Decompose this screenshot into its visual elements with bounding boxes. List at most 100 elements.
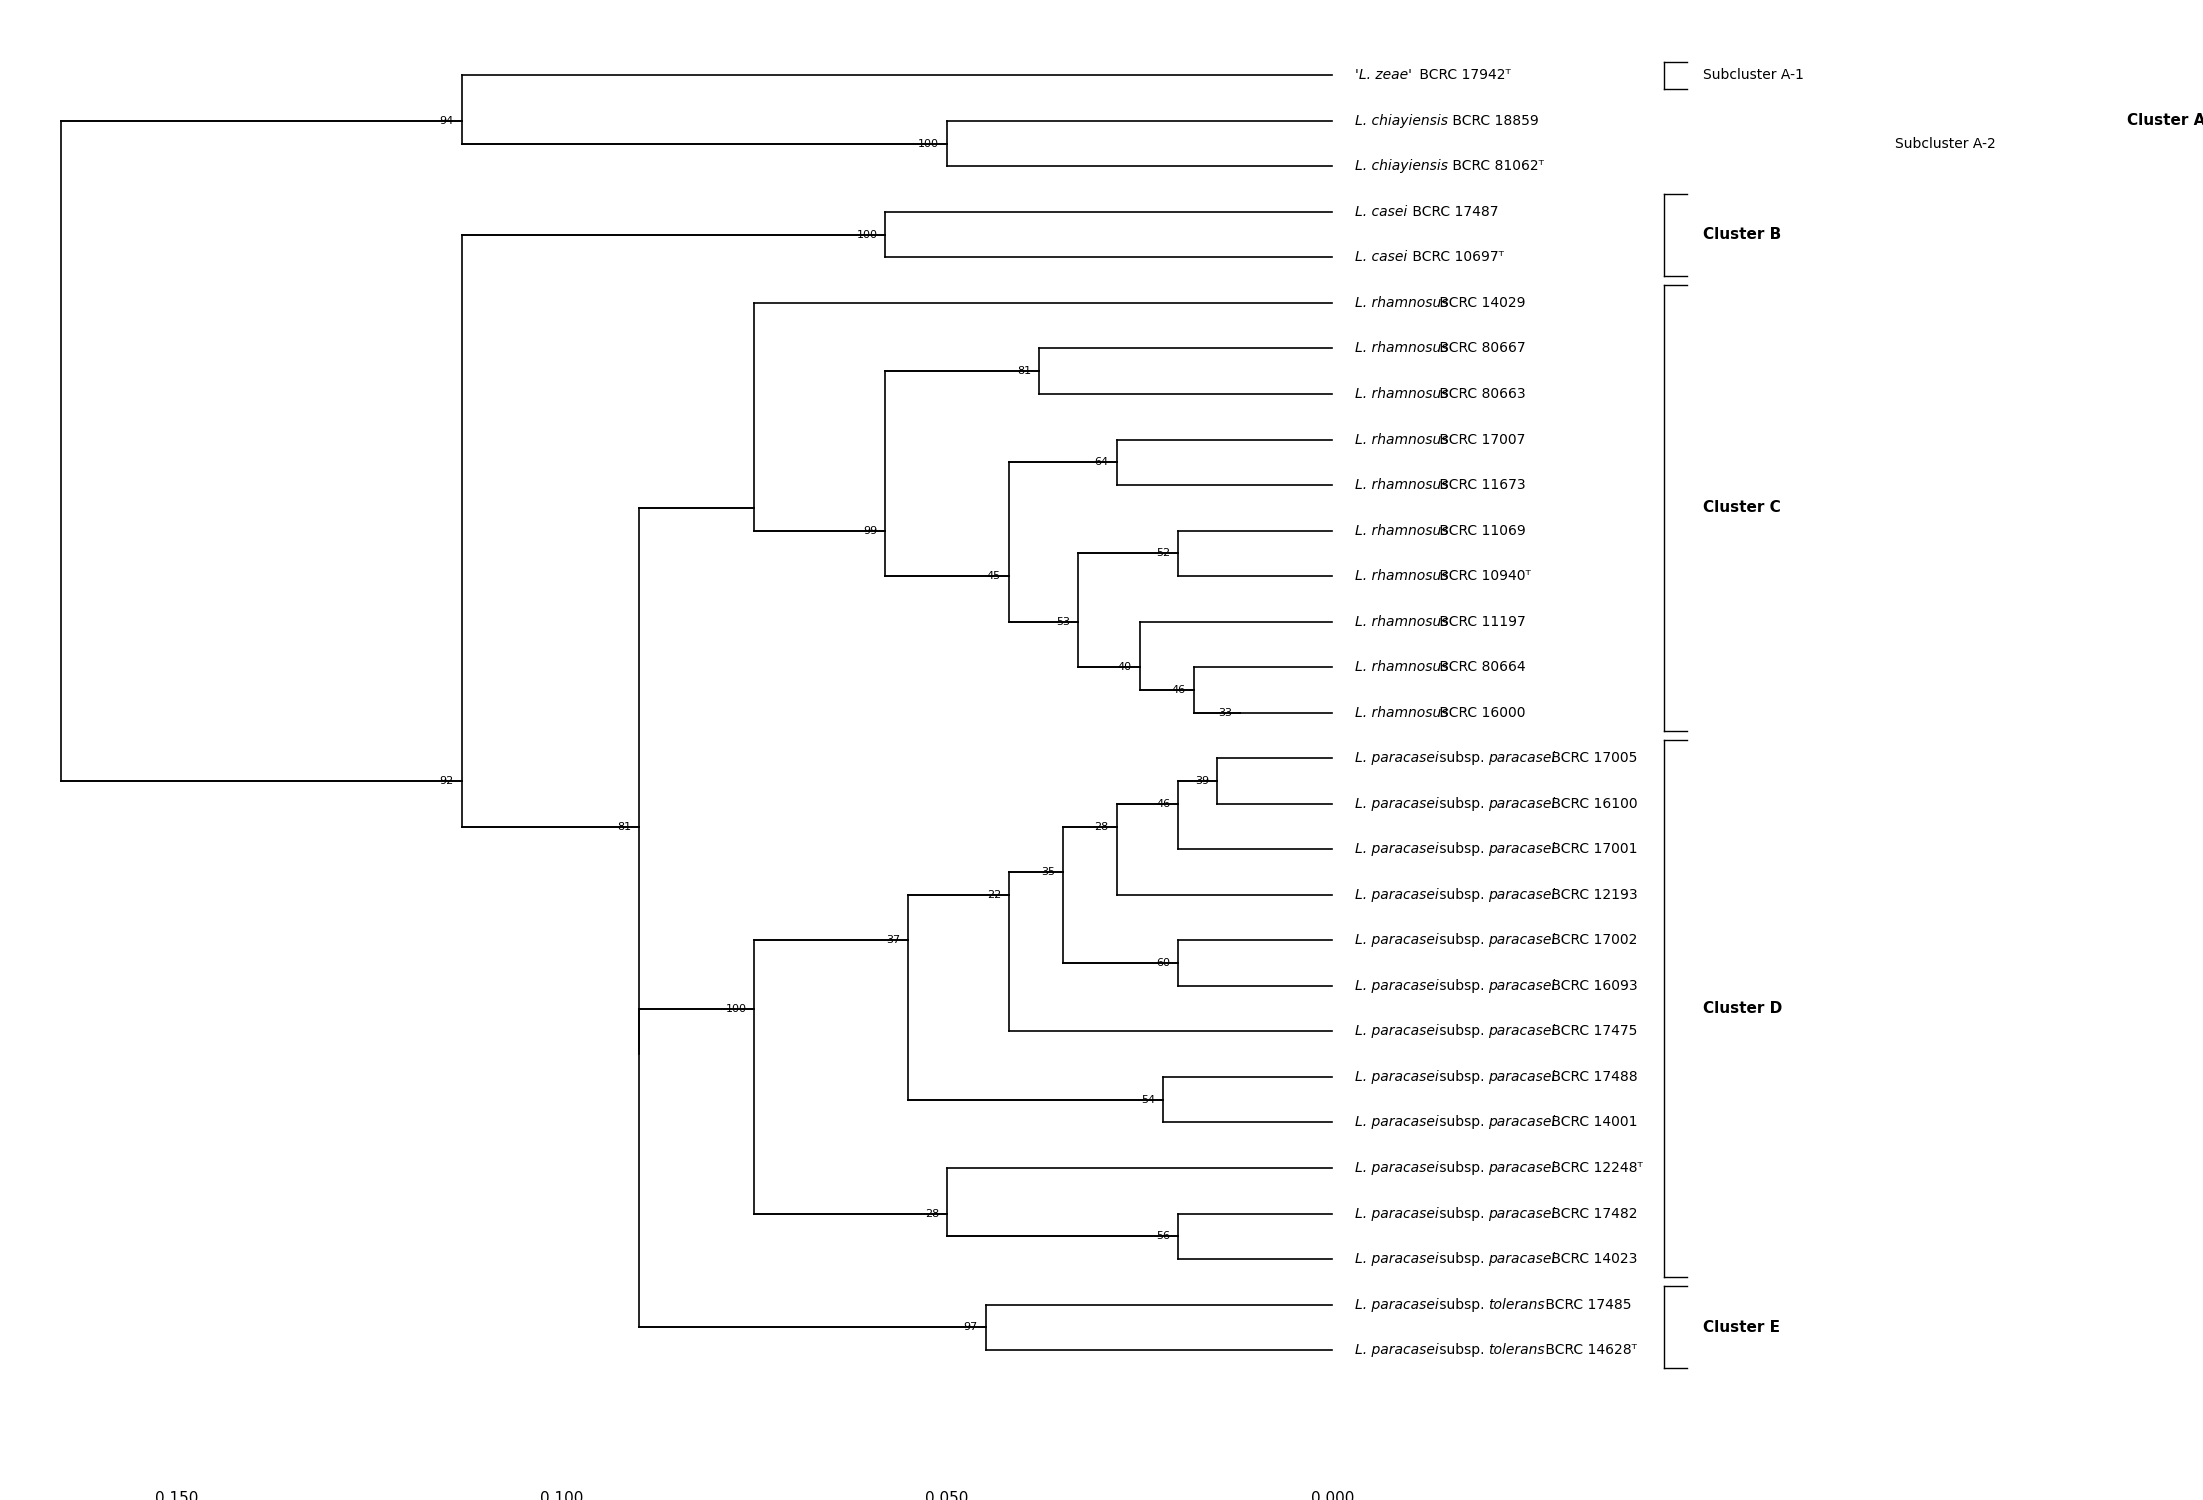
Text: 'L. zeae': 'L. zeae' xyxy=(1355,68,1412,82)
Text: 0.000: 0.000 xyxy=(1311,1491,1355,1500)
Text: BCRC 11673: BCRC 11673 xyxy=(1434,478,1524,492)
Text: subsp.: subsp. xyxy=(1434,1298,1489,1311)
Text: L. casei: L. casei xyxy=(1355,206,1408,219)
Text: subsp.: subsp. xyxy=(1434,796,1489,812)
Text: BCRC 81062ᵀ: BCRC 81062ᵀ xyxy=(1447,159,1544,174)
Text: 53: 53 xyxy=(1055,616,1071,627)
Text: BCRC 12248ᵀ: BCRC 12248ᵀ xyxy=(1547,1161,1643,1174)
Text: L. paracasei: L. paracasei xyxy=(1355,888,1439,902)
Text: L. paracasei: L. paracasei xyxy=(1355,796,1439,812)
Text: BCRC 80664: BCRC 80664 xyxy=(1434,660,1524,674)
Text: L. chiayiensis: L. chiayiensis xyxy=(1355,114,1447,128)
Text: 46: 46 xyxy=(1157,800,1170,808)
Text: BCRC 17007: BCRC 17007 xyxy=(1434,432,1524,447)
Text: subsp.: subsp. xyxy=(1434,1161,1489,1174)
Text: L. rhamnosus: L. rhamnosus xyxy=(1355,705,1450,720)
Text: subsp.: subsp. xyxy=(1434,980,1489,993)
Text: 54: 54 xyxy=(1141,1095,1154,1104)
Text: BCRC 17001: BCRC 17001 xyxy=(1547,843,1637,856)
Text: 39: 39 xyxy=(1194,776,1209,786)
Text: L. paracasei: L. paracasei xyxy=(1355,752,1439,765)
Text: paracasei: paracasei xyxy=(1487,1070,1555,1084)
Text: tolerans: tolerans xyxy=(1487,1342,1544,1358)
Text: BCRC 17002: BCRC 17002 xyxy=(1547,933,1637,948)
Text: BCRC 11197: BCRC 11197 xyxy=(1434,615,1524,628)
Text: L. paracasei: L. paracasei xyxy=(1355,1342,1439,1358)
Text: BCRC 17487: BCRC 17487 xyxy=(1408,206,1498,219)
Text: BCRC 17488: BCRC 17488 xyxy=(1547,1070,1639,1084)
Text: Subcluster A-1: Subcluster A-1 xyxy=(1703,68,1804,82)
Text: L. rhamnosus: L. rhamnosus xyxy=(1355,296,1450,310)
Text: L. rhamnosus: L. rhamnosus xyxy=(1355,432,1450,447)
Text: 37: 37 xyxy=(886,936,901,945)
Text: Cluster E: Cluster E xyxy=(1703,1320,1780,1335)
Text: 81: 81 xyxy=(1018,366,1031,376)
Text: 64: 64 xyxy=(1095,458,1108,468)
Text: L. rhamnosus: L. rhamnosus xyxy=(1355,387,1450,400)
Text: 52: 52 xyxy=(1157,549,1170,558)
Text: Cluster C: Cluster C xyxy=(1703,501,1780,516)
Text: tolerans: tolerans xyxy=(1487,1298,1544,1311)
Text: subsp.: subsp. xyxy=(1434,1342,1489,1358)
Text: L. paracasei: L. paracasei xyxy=(1355,1070,1439,1084)
Text: BCRC 80667: BCRC 80667 xyxy=(1434,342,1524,355)
Text: paracasei: paracasei xyxy=(1487,1116,1555,1130)
Text: 99: 99 xyxy=(864,525,877,536)
Text: paracasei: paracasei xyxy=(1487,888,1555,902)
Text: BCRC 14029: BCRC 14029 xyxy=(1434,296,1524,310)
Text: subsp.: subsp. xyxy=(1434,1206,1489,1221)
Text: L. paracasei: L. paracasei xyxy=(1355,1024,1439,1038)
Text: BCRC 17485: BCRC 17485 xyxy=(1540,1298,1630,1311)
Text: paracasei: paracasei xyxy=(1487,933,1555,948)
Text: BCRC 14628ᵀ: BCRC 14628ᵀ xyxy=(1540,1342,1637,1358)
Text: paracasei: paracasei xyxy=(1487,752,1555,765)
Text: L. paracasei: L. paracasei xyxy=(1355,1206,1439,1221)
Text: 0.150: 0.150 xyxy=(154,1491,198,1500)
Text: subsp.: subsp. xyxy=(1434,1116,1489,1130)
Text: BCRC 17942ᵀ: BCRC 17942ᵀ xyxy=(1414,68,1511,82)
Text: BCRC 17482: BCRC 17482 xyxy=(1547,1206,1637,1221)
Text: BCRC 16000: BCRC 16000 xyxy=(1434,705,1524,720)
Text: BCRC 17005: BCRC 17005 xyxy=(1547,752,1637,765)
Text: 100: 100 xyxy=(725,1004,747,1014)
Text: L. rhamnosus: L. rhamnosus xyxy=(1355,568,1450,584)
Text: BCRC 10697ᵀ: BCRC 10697ᵀ xyxy=(1408,251,1505,264)
Text: 46: 46 xyxy=(1172,686,1185,694)
Text: 56: 56 xyxy=(1157,1232,1170,1242)
Text: L. rhamnosus: L. rhamnosus xyxy=(1355,342,1450,355)
Text: L. paracasei: L. paracasei xyxy=(1355,933,1439,948)
Text: BCRC 16093: BCRC 16093 xyxy=(1547,980,1639,993)
Text: paracasei: paracasei xyxy=(1487,980,1555,993)
Text: 28: 28 xyxy=(925,1209,938,1218)
Text: BCRC 18859: BCRC 18859 xyxy=(1447,114,1540,128)
Text: 33: 33 xyxy=(1218,708,1231,717)
Text: BCRC 11069: BCRC 11069 xyxy=(1434,524,1524,537)
Text: subsp.: subsp. xyxy=(1434,843,1489,856)
Text: paracasei: paracasei xyxy=(1487,1161,1555,1174)
Text: paracasei: paracasei xyxy=(1487,843,1555,856)
Text: L. rhamnosus: L. rhamnosus xyxy=(1355,524,1450,537)
Text: BCRC 80663: BCRC 80663 xyxy=(1434,387,1524,400)
Text: L. rhamnosus: L. rhamnosus xyxy=(1355,660,1450,674)
Text: paracasei: paracasei xyxy=(1487,1024,1555,1038)
Text: L. rhamnosus: L. rhamnosus xyxy=(1355,478,1450,492)
Text: L. paracasei: L. paracasei xyxy=(1355,980,1439,993)
Text: 60: 60 xyxy=(1157,958,1170,968)
Text: subsp.: subsp. xyxy=(1434,888,1489,902)
Text: 100: 100 xyxy=(857,230,877,240)
Text: 0.100: 0.100 xyxy=(540,1491,584,1500)
Text: 97: 97 xyxy=(963,1323,978,1332)
Text: 81: 81 xyxy=(617,822,630,831)
Text: Cluster D: Cluster D xyxy=(1703,1000,1782,1016)
Text: L. paracasei: L. paracasei xyxy=(1355,1161,1439,1174)
Text: paracasei: paracasei xyxy=(1487,1252,1555,1266)
Text: 92: 92 xyxy=(441,776,454,786)
Text: subsp.: subsp. xyxy=(1434,1070,1489,1084)
Text: L. paracasei: L. paracasei xyxy=(1355,1116,1439,1130)
Text: Cluster A: Cluster A xyxy=(2126,114,2203,129)
Text: L. rhamnosus: L. rhamnosus xyxy=(1355,615,1450,628)
Text: L. paracasei: L. paracasei xyxy=(1355,1252,1439,1266)
Text: 45: 45 xyxy=(987,572,1000,580)
Text: L. paracasei: L. paracasei xyxy=(1355,843,1439,856)
Text: BCRC 14001: BCRC 14001 xyxy=(1547,1116,1637,1130)
